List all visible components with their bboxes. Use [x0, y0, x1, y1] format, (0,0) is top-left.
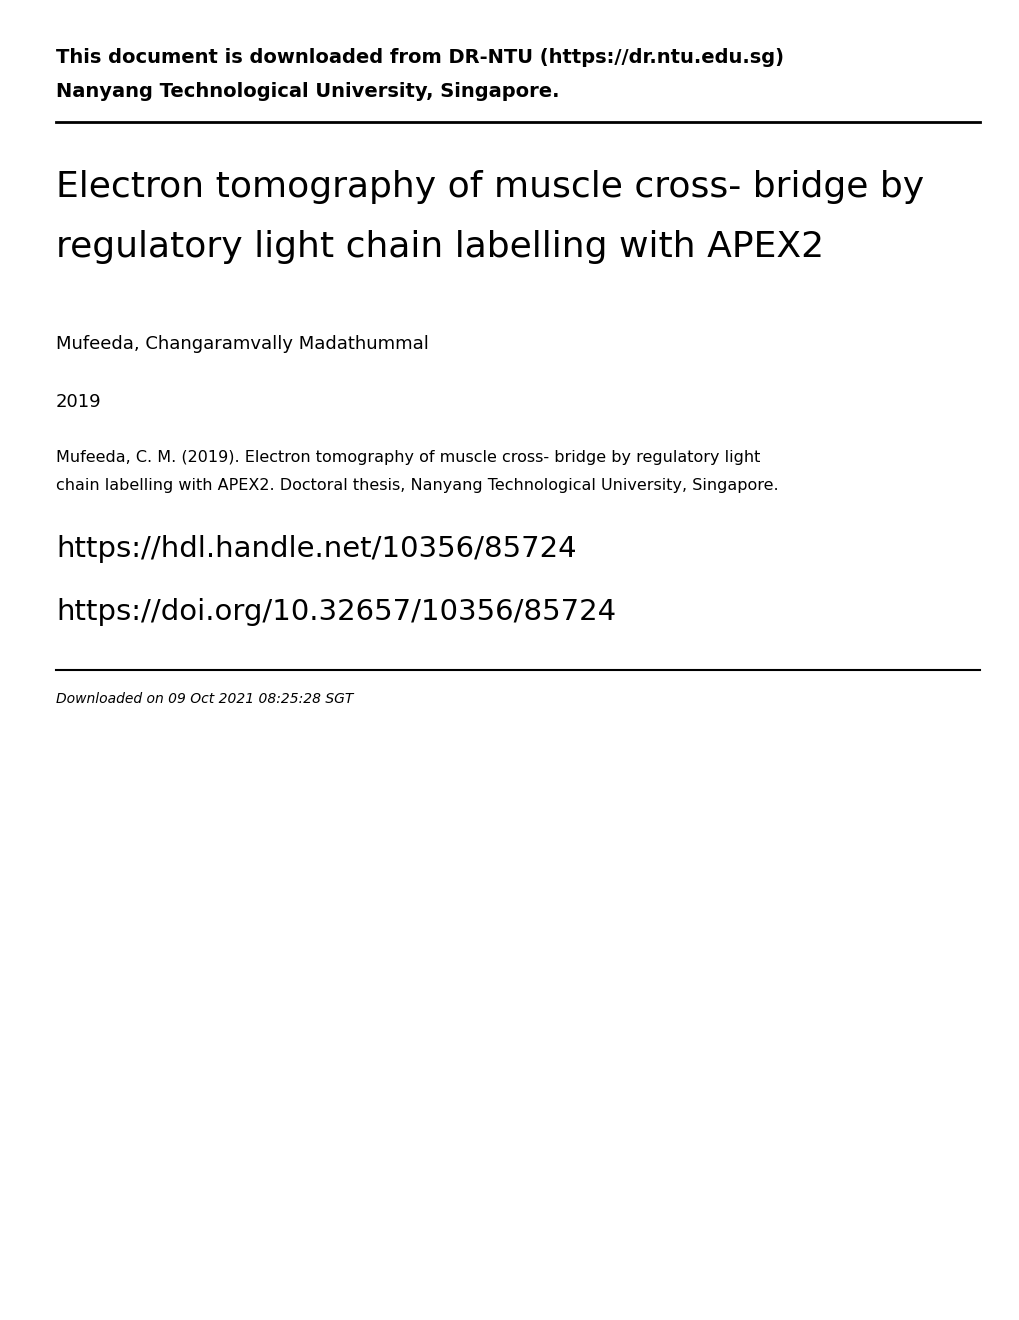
- Text: This document is downloaded from DR-NTU (https://dr.ntu.edu.sg): This document is downloaded from DR-NTU …: [56, 48, 784, 67]
- Text: 2019: 2019: [56, 393, 102, 411]
- Text: Electron tomography of muscle cross- bridge by: Electron tomography of muscle cross- bri…: [56, 170, 923, 205]
- Text: regulatory light chain labelling with APEX2: regulatory light chain labelling with AP…: [56, 230, 823, 264]
- Text: https://doi.org/10.32657/10356/85724: https://doi.org/10.32657/10356/85724: [56, 598, 615, 626]
- Text: chain labelling with APEX2. Doctoral thesis, Nanyang Technological University, S: chain labelling with APEX2. Doctoral the…: [56, 478, 777, 492]
- Text: Downloaded on 09 Oct 2021 08:25:28 SGT: Downloaded on 09 Oct 2021 08:25:28 SGT: [56, 692, 353, 706]
- Text: https://hdl.handle.net/10356/85724: https://hdl.handle.net/10356/85724: [56, 535, 576, 564]
- Text: Mufeeda, Changaramvally Madathummal: Mufeeda, Changaramvally Madathummal: [56, 335, 428, 352]
- Text: Mufeeda, C. M. (2019). Electron tomography of muscle cross- bridge by regulatory: Mufeeda, C. M. (2019). Electron tomograp…: [56, 450, 759, 465]
- Text: Nanyang Technological University, Singapore.: Nanyang Technological University, Singap…: [56, 82, 559, 102]
